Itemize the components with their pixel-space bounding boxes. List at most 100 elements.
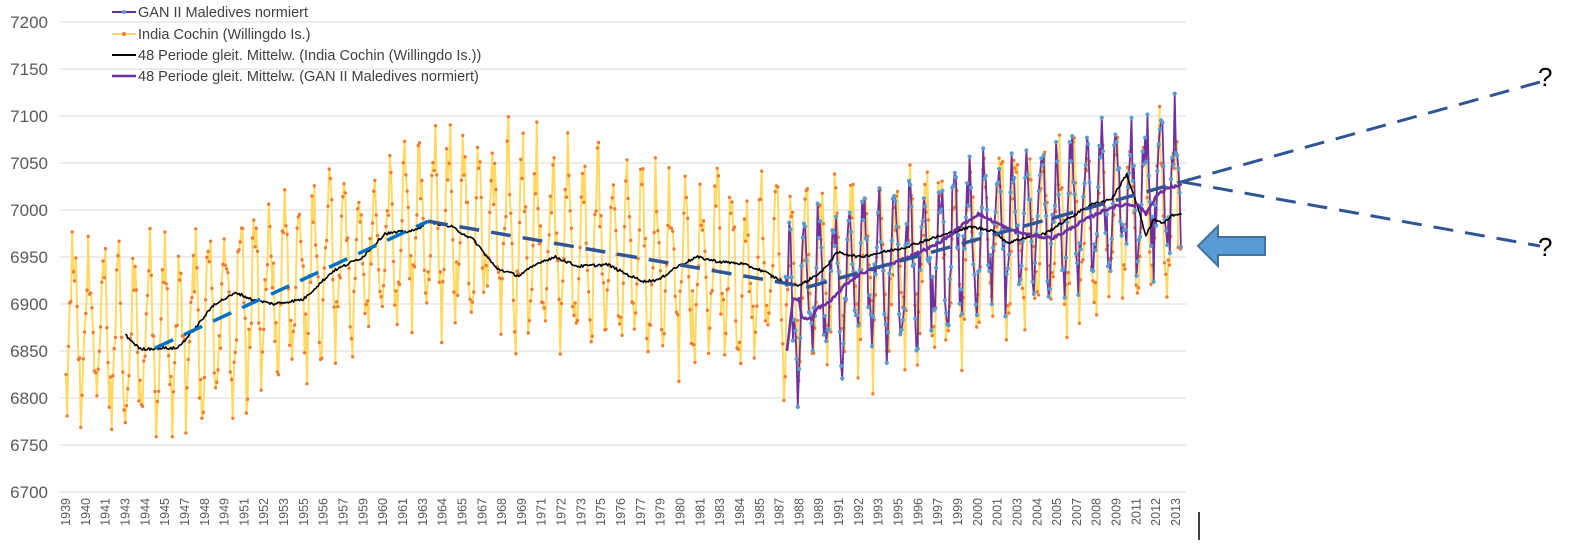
x-tick-label: 1996: [911, 498, 925, 526]
data-point-cochin: [584, 241, 588, 245]
data-point-cochin: [1078, 278, 1083, 282]
data-point-gan: [884, 360, 889, 365]
data-point-cochin: [1028, 157, 1032, 161]
y-axis-tick-labels: 6700 6750 6800 6850 6900 6950 7000 7050 7100 7150…: [10, 13, 48, 502]
data-point-gan: [1084, 135, 1090, 140]
data-point-cochin: [199, 377, 203, 382]
data-point-cochin: [444, 147, 449, 151]
data-point-cochin: [320, 356, 324, 360]
data-point-gan: [866, 305, 871, 310]
data-point-cochin: [908, 163, 912, 167]
data-point-cochin: [400, 219, 404, 223]
data-point-cochin: [532, 172, 536, 176]
arrow-shape: [1196, 223, 1266, 269]
data-point-gan: [920, 219, 925, 224]
data-point-cochin: [783, 375, 787, 379]
data-point-cochin: [556, 259, 560, 263]
data-point-cochin: [743, 239, 748, 243]
data-point-cochin: [642, 244, 646, 248]
x-tick-label: 1944: [138, 498, 152, 526]
x-tick-label: 2012: [1149, 498, 1163, 526]
data-point-cochin: [470, 300, 475, 304]
data-point-cochin: [993, 242, 997, 246]
data-point-cochin: [438, 270, 443, 274]
data-point-cochin: [381, 284, 386, 288]
data-point-cochin: [1165, 295, 1169, 299]
trend-line: [807, 180, 1183, 289]
data-point-cochin: [715, 166, 719, 170]
data-point-cochin: [773, 190, 777, 194]
data-point-gan: [972, 272, 977, 277]
data-point-cochin: [554, 231, 559, 235]
data-point-cochin: [920, 279, 924, 284]
data-point-cochin: [453, 321, 457, 325]
data-point-cochin: [113, 335, 118, 340]
data-point-cochin: [825, 363, 829, 367]
data-point-cochin: [503, 226, 507, 231]
legend-item-gan: GAN II Maledives normiert: [112, 5, 308, 21]
data-point-cochin: [1004, 338, 1009, 342]
data-point-gan: [895, 242, 901, 247]
data-point-gan: [1161, 164, 1166, 169]
data-point-gan: [906, 178, 912, 183]
data-point-cochin: [290, 357, 294, 361]
data-point-cochin: [224, 267, 229, 271]
data-point-cochin: [695, 282, 700, 287]
data-point-cochin: [402, 139, 407, 144]
data-point-cochin: [485, 284, 490, 288]
x-tick-label: 1985: [753, 498, 767, 526]
data-point-cochin: [1022, 295, 1026, 300]
data-point-gan: [1072, 192, 1077, 197]
data-point-cochin: [255, 249, 260, 253]
data-point-cochin: [677, 379, 681, 384]
data-point-cochin: [527, 319, 532, 323]
data-point-gan: [893, 199, 898, 204]
data-point-cochin: [667, 166, 671, 170]
data-point-gan: [1013, 209, 1018, 214]
data-point-cochin: [138, 378, 142, 382]
data-point-gan: [858, 240, 863, 245]
data-point-cochin: [1067, 281, 1072, 286]
data-point-cochin: [871, 392, 875, 396]
data-point-cochin: [573, 301, 577, 305]
data-point-cochin: [868, 275, 873, 280]
data-point-gan: [1005, 266, 1011, 271]
data-point-cochin: [153, 389, 157, 394]
data-point-cochin: [336, 305, 340, 309]
data-point-cochin: [542, 306, 546, 310]
data-point-cochin: [1107, 295, 1111, 299]
data-point-cochin: [722, 353, 727, 357]
data-point-cochin: [963, 258, 968, 262]
data-point-cochin: [192, 290, 197, 294]
legend-item-ma-gan: 48 Periode gleit. Mittelw. (GAN II Maled…: [112, 69, 479, 85]
data-point-cochin: [243, 316, 247, 320]
data-point-gan: [989, 302, 994, 307]
data-point-cochin: [300, 258, 304, 262]
data-point-cochin: [391, 259, 396, 264]
data-point-cochin: [1091, 279, 1095, 283]
data-point-cochin: [383, 268, 387, 273]
data-point-cochin: [820, 191, 824, 195]
data-point-cochin: [253, 245, 257, 249]
data-point-cochin: [582, 200, 586, 205]
data-point-cochin: [595, 146, 600, 150]
data-point-cochin: [742, 217, 747, 221]
data-point-cochin: [227, 290, 231, 294]
data-point-gan: [973, 302, 978, 307]
data-point-gan: [1061, 266, 1066, 271]
data-point-cochin: [194, 227, 198, 231]
data-point-cochin: [426, 270, 430, 274]
data-point-cochin: [354, 238, 359, 242]
data-point-cochin: [1093, 280, 1098, 285]
data-point-cochin: [786, 287, 790, 292]
data-point-cochin: [764, 303, 769, 308]
data-point-cochin: [727, 195, 732, 200]
data-point-cochin: [325, 238, 329, 243]
data-point-gan: [923, 204, 928, 209]
trend-line: [154, 219, 429, 350]
data-point-cochin: [395, 322, 399, 327]
data-point-cochin: [467, 281, 471, 286]
data-point-gan: [847, 210, 852, 215]
data-point-cochin: [106, 360, 110, 365]
data-point-gan: [1144, 159, 1149, 164]
